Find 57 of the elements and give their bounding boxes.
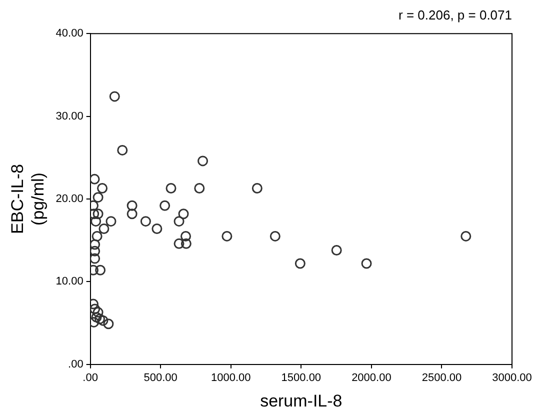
point [109,91,120,102]
point [94,314,105,324]
point [361,258,372,269]
x-tick-label: 2500.00 [422,372,462,384]
y-tick-label: 30.00 [56,110,84,122]
point [194,183,205,194]
point [92,208,104,220]
x-tick-label: 1000.00 [211,372,251,384]
point [294,258,306,269]
point [90,316,100,328]
point [152,224,162,234]
point [198,156,208,166]
point [92,230,102,242]
point [90,304,100,314]
point [90,239,100,250]
point [174,216,184,227]
x-tick-label: 500.00 [144,372,178,384]
point [160,200,170,211]
point [90,253,100,264]
point [270,230,280,242]
point [252,183,262,194]
point [90,216,102,227]
x-axis-title: serum-IL-8 [260,391,342,410]
text: r = 0.206, p = 0.071 [398,7,512,22]
point [222,230,232,242]
point [106,216,116,227]
point [92,307,104,318]
point [180,230,192,242]
point [91,312,102,323]
point [97,183,108,194]
x-tick-label: 3000.00 [492,372,532,384]
point [90,174,100,184]
point [460,230,472,242]
point [126,200,138,211]
y-tick-label: 40.00 [56,28,84,40]
y-axis-title: EBC-IL-8 (pg/ml) [8,164,48,234]
point [103,318,114,330]
point [90,208,100,220]
point [140,216,151,227]
x-tick-label: 2000.00 [352,372,392,384]
point [117,144,128,156]
point [95,264,106,276]
x-tick-label: 1500.00 [281,372,322,384]
point [180,238,192,249]
y-tick-label: 20.00 [56,193,84,206]
point [126,208,138,220]
point [92,192,104,203]
point [90,246,100,256]
y-tick-label: 10.00 [56,276,84,288]
point [98,224,110,234]
point [178,208,189,220]
point [166,183,176,194]
point [174,238,184,249]
point [331,245,342,256]
y-tick-label: .00 [68,358,84,370]
point [98,315,108,326]
x-tick-label: .00 [82,372,98,384]
